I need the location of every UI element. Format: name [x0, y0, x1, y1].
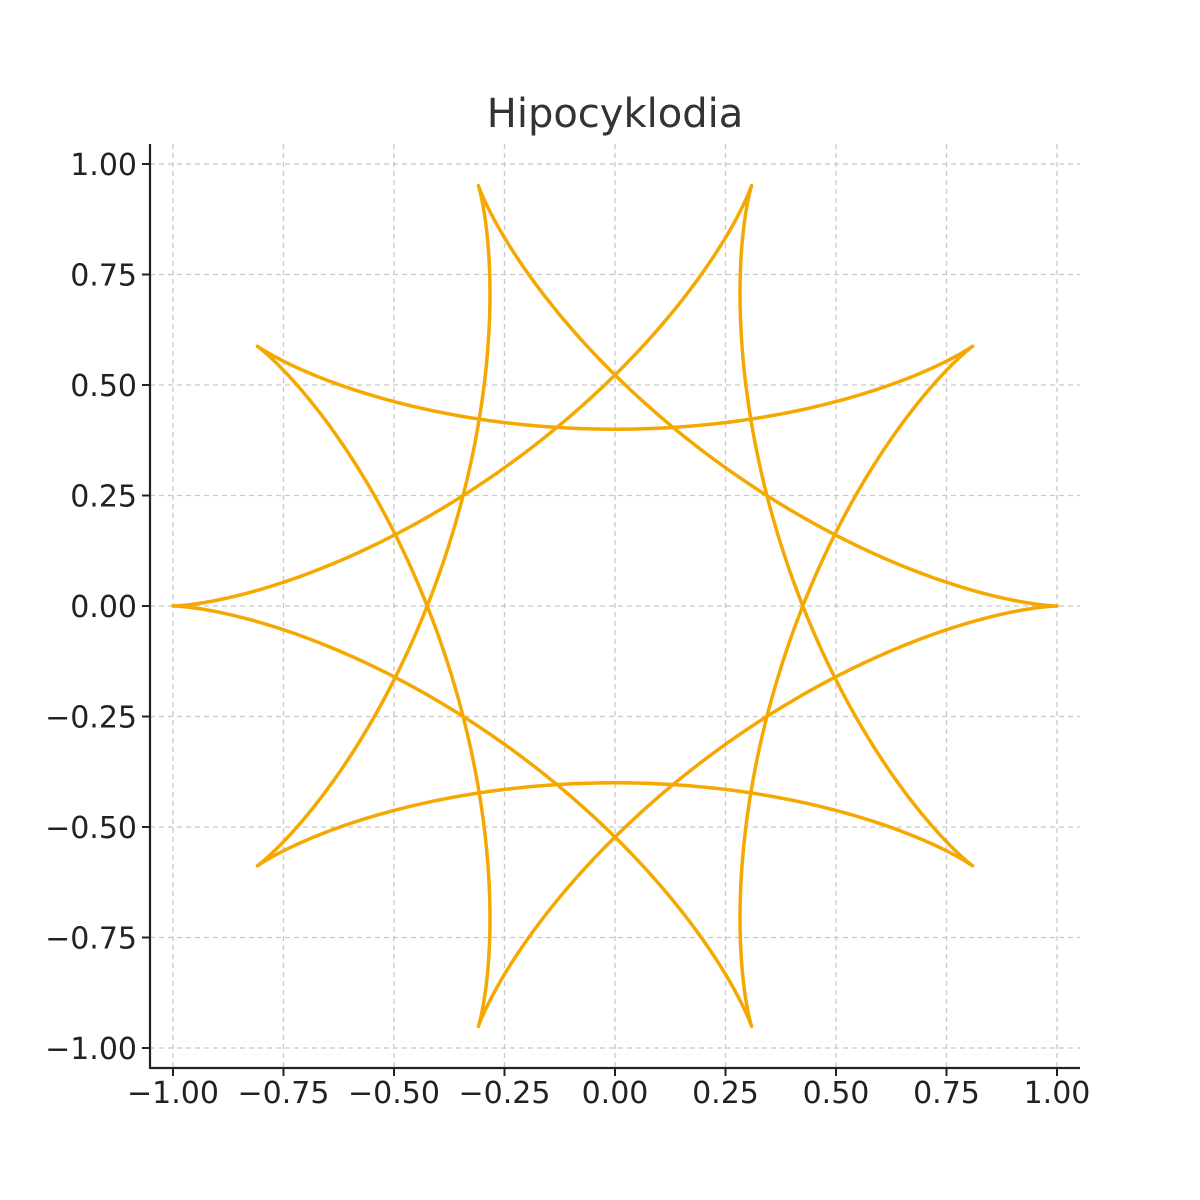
y-tick-label: −0.75	[45, 922, 137, 957]
hypocycloid-curve	[171, 183, 1059, 1029]
x-tick-label: 0.50	[803, 1076, 870, 1111]
x-tick-label: −0.50	[348, 1076, 440, 1111]
x-tick-label: −0.25	[459, 1076, 551, 1111]
x-tick-label: 0.75	[913, 1076, 980, 1111]
x-tick-label: 1.00	[1024, 1076, 1091, 1111]
y-tick-label: 0.50	[70, 369, 137, 404]
y-tick-label: 0.25	[70, 480, 137, 515]
x-tick-label: 0.00	[582, 1076, 649, 1111]
x-tick-label: −0.75	[238, 1076, 330, 1111]
plot-area	[171, 183, 1059, 1029]
y-tick-label: 0.75	[70, 259, 137, 294]
y-tick-label: −0.25	[45, 701, 137, 736]
x-tick-label: 0.25	[692, 1076, 759, 1111]
y-axis-ticks: 1.00 0.75 0.50 0.25 0.00 −0.25 −0.50 −0.75 −1.00	[45, 148, 150, 1067]
grid	[150, 144, 1080, 1068]
chart-title: Hipocyklodia	[487, 91, 743, 137]
y-tick-label: −0.50	[45, 811, 137, 846]
y-tick-label: 0.00	[70, 590, 137, 625]
x-axis-ticks: −1.00 −0.75 −0.50 −0.25 0.00 0.25 0.50 0.75 1.00	[127, 1068, 1090, 1111]
x-tick-label: −1.00	[127, 1076, 219, 1111]
y-tick-label: 1.00	[70, 148, 137, 183]
y-tick-label: −1.00	[45, 1032, 137, 1067]
